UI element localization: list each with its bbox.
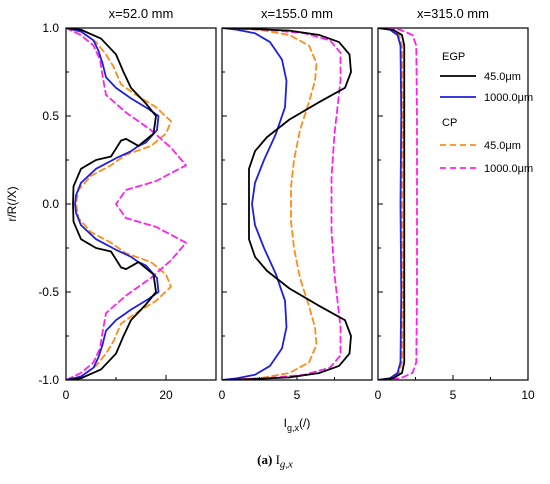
- legend-group-title: CP: [442, 117, 457, 129]
- caption-symbol: I: [275, 452, 280, 467]
- x-tick-label: 5: [294, 388, 301, 402]
- caption-label: (a): [257, 452, 273, 467]
- series-line: [378, 28, 418, 380]
- y-tick-label: 0.5: [42, 109, 59, 123]
- y-tick-label: 0.0: [42, 197, 59, 211]
- x-axis-label: Ig,x(/): [284, 416, 311, 433]
- legend-group-title: EGP: [442, 51, 465, 63]
- legend: EGP 45.0μm 1000.0μm CP 45.0μm 1000.0μm: [440, 51, 533, 175]
- caption-subscript: g,x: [279, 458, 293, 471]
- series-line: [66, 28, 172, 380]
- legend-label: 1000.0μm: [484, 163, 533, 175]
- panel-frame: [65, 27, 217, 381]
- y-tick-label: -0.5: [38, 285, 59, 299]
- x-tick-label: 5: [450, 388, 457, 402]
- panel-frame: [221, 27, 373, 381]
- y-axis-label: r/R(/X): [5, 186, 19, 221]
- figure-caption: (a) Ig,x: [0, 452, 550, 471]
- series-line: [66, 28, 160, 380]
- series-line: [66, 28, 157, 380]
- series-line: [222, 28, 352, 380]
- y-tick-label: 1.0: [42, 21, 59, 35]
- x-tick-label: 0: [375, 388, 382, 402]
- x-tick-label: 20: [159, 388, 173, 402]
- series-line: [222, 28, 288, 380]
- x-tick-label: 0: [219, 388, 226, 402]
- panel-title: x=52.0 mm: [109, 6, 174, 21]
- series-line: [378, 28, 403, 380]
- axes-layer: [65, 27, 529, 381]
- x-tick-label: 0: [63, 388, 70, 402]
- series-layer: [66, 28, 418, 380]
- panel-title: x=315.0 mm: [417, 6, 489, 21]
- legend-label: 45.0μm: [484, 71, 521, 83]
- legend-label: 1000.0μm: [484, 92, 533, 104]
- x-tick-label: 10: [521, 388, 535, 402]
- series-line: [222, 28, 318, 380]
- text-layer: 1.0 0.5 0.0 -0.5 -1.0 r/R(/X) 0 20 x=52.0 mm 0 5 x=…: [5, 6, 535, 433]
- series-line: [378, 28, 406, 380]
- legend-label: 45.0μm: [484, 140, 521, 152]
- y-tick-label: -1.0: [38, 373, 59, 387]
- panel-title: x=155.0 mm: [261, 6, 333, 21]
- series-line: [222, 28, 342, 380]
- series-line: [66, 28, 187, 380]
